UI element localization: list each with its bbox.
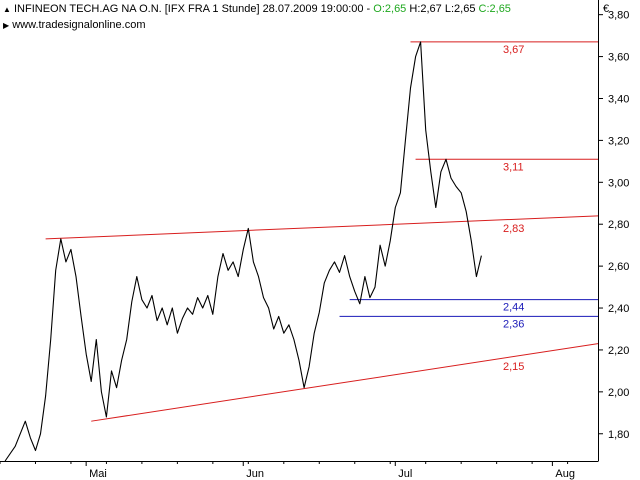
level-label-1: 3,11 <box>503 161 524 173</box>
low-value: L:2,65 <box>444 3 476 15</box>
y-tick-label: 3,20 <box>608 135 629 147</box>
y-tick-label: 2,00 <box>608 387 629 399</box>
y-tick-label: 3,60 <box>608 52 629 64</box>
y-tick-label: 3,00 <box>608 177 629 189</box>
close-value: C:2,65 <box>478 3 511 15</box>
open-value: O:2,65 <box>373 3 407 15</box>
source-line: ▶ www.tradesignalonline.com <box>3 19 146 31</box>
level-label-2: 2,44 <box>503 302 524 314</box>
y-tick-label: 3,80 <box>608 10 629 22</box>
trendline-label-1: 2,15 <box>503 361 524 373</box>
currency-label: € <box>603 3 610 15</box>
high-value: H:2,67 <box>409 3 442 15</box>
trendline-0 <box>45 215 599 240</box>
y-tick-label: 2,60 <box>608 261 629 273</box>
price-line-0 <box>4 41 482 462</box>
y-tick-label: 3,40 <box>608 93 629 105</box>
x-tick-label: Jul <box>398 468 412 480</box>
x-tick-label: Aug <box>555 468 575 480</box>
level-label-0: 3,67 <box>503 44 524 56</box>
caret-icon: ▲ <box>3 5 11 14</box>
price-series <box>4 41 482 462</box>
instrument-title: INFINEON TECH.AG NA O.N. [IFX FRA 1 Stun… <box>13 3 371 15</box>
y-tick-label: 2,20 <box>608 345 629 357</box>
level-lines: 3,67 3,11 2,44 2,36 <box>339 41 598 330</box>
triangle-icon: ▶ <box>3 21 10 30</box>
chart-header: ▲ INFINEON TECH.AG NA O.N. [IFX FRA 1 St… <box>3 3 511 15</box>
x-tick-label: Jun <box>246 468 264 480</box>
source-url: www.tradesignalonline.com <box>12 19 146 31</box>
trendline-label-0: 2,83 <box>503 223 524 235</box>
y-tick-label: 2,80 <box>608 219 629 231</box>
level-label-3: 2,36 <box>503 318 524 330</box>
trendline-1 <box>91 343 599 422</box>
trend-lines: 2,83 2,15 <box>45 215 599 422</box>
y-tick-label: 1,80 <box>608 429 629 441</box>
x-tick-label: Mai <box>89 468 107 480</box>
y-tick-label: 2,40 <box>608 303 629 315</box>
